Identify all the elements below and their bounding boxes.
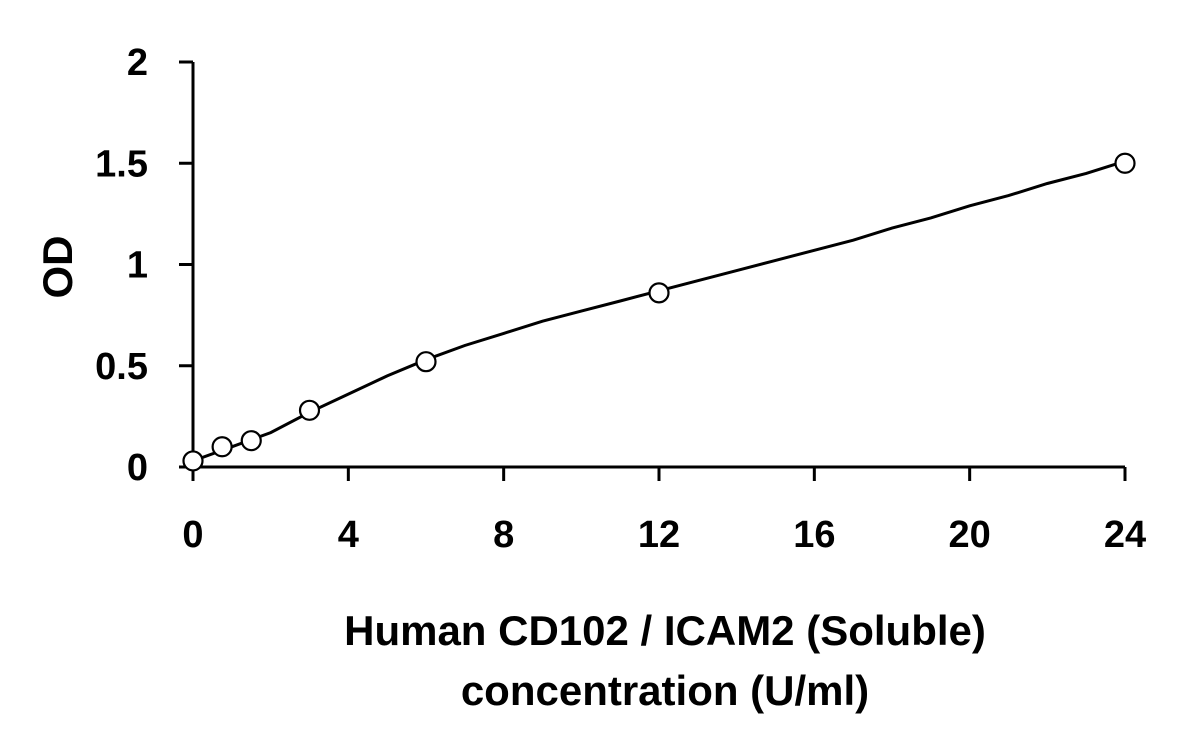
data-point: [240, 430, 262, 452]
y-ticks: 0 0.5 1 1.5 2: [95, 42, 193, 489]
x-tick-label: 0: [182, 514, 203, 556]
x-tick-label: 4: [338, 514, 359, 556]
x-ticks: 0 4 8 12 16 20 24: [182, 467, 1146, 556]
x-tick-label: 20: [949, 514, 991, 556]
x-tick-label: 12: [638, 514, 680, 556]
y-axis-title: OD: [34, 236, 81, 299]
data-point: [211, 436, 233, 458]
x-tick-label: 8: [493, 514, 514, 556]
data-point: [415, 351, 437, 373]
y-tick-label: 1: [127, 245, 148, 287]
x-axis-title-line-1: Human CD102 / ICAM2 (Soluble): [344, 607, 986, 654]
y-tick-label: 0: [127, 447, 148, 489]
x-tick-label: 24: [1104, 514, 1146, 556]
y-tick-label: 1.5: [95, 143, 148, 185]
fit-curve: [192, 159, 1126, 463]
data-point: [1114, 152, 1136, 174]
data-point: [648, 282, 670, 304]
y-tick-label: 0.5: [95, 346, 148, 388]
data-points: [182, 152, 1136, 472]
y-tick-label: 2: [127, 42, 148, 84]
data-point: [298, 399, 321, 421]
data-point: [182, 450, 204, 472]
x-axis-title-line-2: concentration (U/ml): [461, 667, 869, 714]
x-tick-label: 16: [793, 514, 835, 556]
